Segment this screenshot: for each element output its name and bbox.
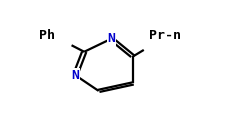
Text: Pr-n: Pr-n xyxy=(149,29,181,42)
Text: N: N xyxy=(71,69,79,82)
Text: Ph: Ph xyxy=(39,29,55,42)
Text: N: N xyxy=(107,32,115,45)
